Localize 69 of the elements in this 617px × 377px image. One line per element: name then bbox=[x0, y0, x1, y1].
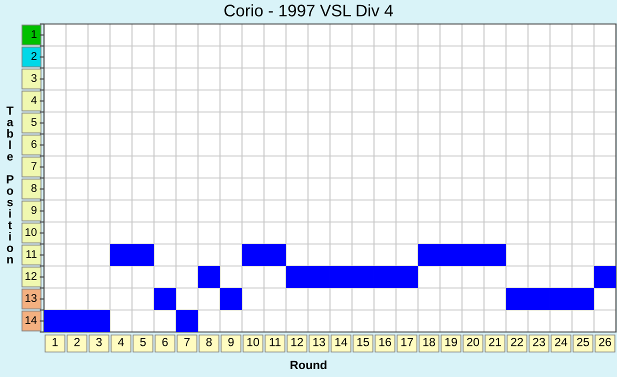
point bbox=[352, 266, 374, 288]
point bbox=[418, 244, 440, 266]
x-tick-label: 12 bbox=[291, 338, 303, 346]
y-tick-label: 12 bbox=[26, 272, 36, 280]
point bbox=[110, 244, 132, 266]
y-tick-label: 10 bbox=[26, 228, 37, 236]
x-tick-label: 25 bbox=[577, 338, 590, 346]
x-tick-label: 9 bbox=[228, 338, 234, 346]
x-tick-label: 15 bbox=[357, 338, 370, 346]
chart-title: Corio - 1997 VSL Div 4 bbox=[224, 4, 393, 16]
point bbox=[462, 244, 484, 266]
x-tick-label: 11 bbox=[270, 338, 281, 346]
point bbox=[308, 266, 330, 288]
point bbox=[484, 244, 506, 266]
point bbox=[220, 288, 242, 310]
x-tick-label: 8 bbox=[206, 338, 212, 346]
x-tick-label: 5 bbox=[140, 338, 146, 346]
point bbox=[44, 310, 66, 332]
point bbox=[88, 310, 110, 332]
y-tick-label: 14 bbox=[26, 316, 37, 324]
y-tick-label: 2 bbox=[31, 52, 36, 60]
point bbox=[154, 288, 176, 310]
point bbox=[550, 288, 572, 310]
point bbox=[330, 266, 352, 288]
point bbox=[528, 288, 550, 310]
point bbox=[572, 288, 594, 310]
x-tick-label: 14 bbox=[335, 338, 348, 346]
point bbox=[506, 288, 528, 310]
x-tick-label: 6 bbox=[162, 338, 168, 346]
x-tick-label: 4 bbox=[118, 338, 124, 346]
x-tick-label: 7 bbox=[184, 338, 190, 346]
x-tick-label: 22 bbox=[511, 338, 523, 346]
x-tick-label: 18 bbox=[423, 338, 436, 346]
point bbox=[374, 266, 396, 288]
point bbox=[286, 266, 308, 288]
x-tick-label: 1 bbox=[52, 338, 58, 346]
point bbox=[198, 266, 220, 288]
x-axis-title: Round bbox=[290, 360, 326, 370]
point bbox=[66, 310, 88, 332]
x-tick-label: 10 bbox=[247, 338, 260, 346]
point bbox=[594, 266, 616, 288]
x-tick-label: 21 bbox=[489, 338, 501, 346]
y-tick-label: 4 bbox=[31, 96, 37, 104]
point bbox=[440, 244, 462, 266]
x-tick-label: 3 bbox=[96, 338, 102, 346]
point bbox=[176, 310, 198, 332]
x-tick-label: 26 bbox=[599, 338, 612, 346]
y-tick-label: 1 bbox=[32, 30, 37, 38]
x-tick-label: 16 bbox=[379, 338, 392, 346]
x-tick-label: 19 bbox=[445, 338, 458, 346]
x-tick-label: 20 bbox=[467, 338, 480, 346]
y-tick-label: 7 bbox=[31, 162, 36, 170]
point bbox=[396, 266, 418, 288]
y-tick-label: 13 bbox=[26, 294, 37, 302]
point bbox=[264, 244, 286, 266]
x-tick-label: 13 bbox=[313, 338, 326, 346]
y-tick-label: 5 bbox=[31, 118, 37, 126]
x-tick-label: 24 bbox=[555, 338, 568, 346]
point bbox=[242, 244, 264, 266]
point bbox=[132, 244, 154, 266]
x-tick-label: 2 bbox=[74, 338, 80, 346]
y-tick-label: 8 bbox=[31, 184, 37, 192]
y-tick-label: 11 bbox=[26, 250, 37, 258]
y-tick-label: 6 bbox=[31, 140, 37, 148]
x-tick-label: 17 bbox=[401, 338, 413, 346]
y-tick-label: 3 bbox=[31, 74, 37, 82]
y-tick-label: 9 bbox=[31, 206, 37, 214]
text: Table Position bbox=[6, 106, 14, 264]
x-tick-label: 23 bbox=[533, 338, 546, 346]
